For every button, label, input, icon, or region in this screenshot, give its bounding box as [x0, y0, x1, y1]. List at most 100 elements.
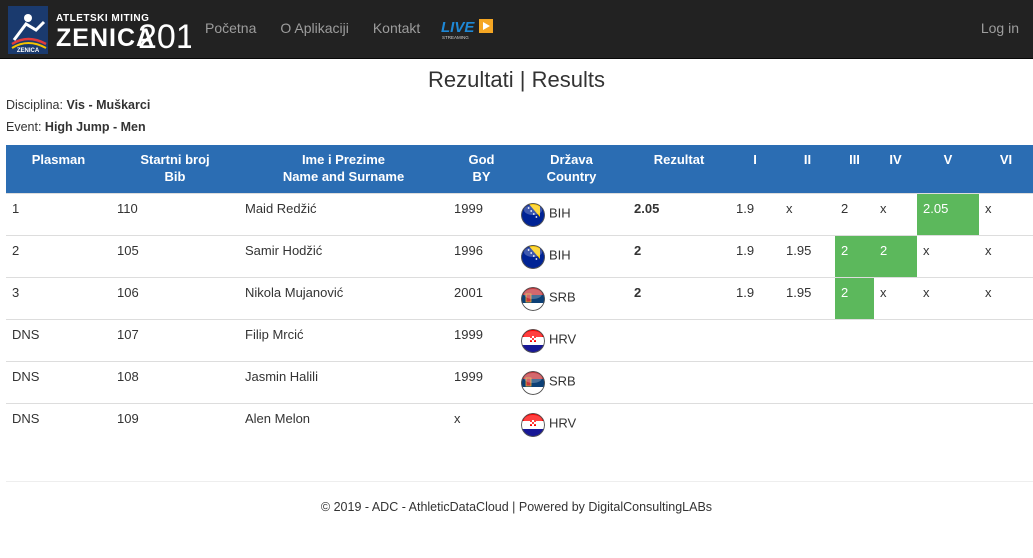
attempt-3-cell [835, 360, 874, 403]
navbar: ZENICA ATLETSKI MITING ZENICA 2019 Počet… [0, 0, 1033, 59]
place-cell-text: 3 [12, 284, 20, 300]
attempt-1-cell [730, 360, 780, 403]
event-line: Event: High Jump - Men [6, 120, 146, 134]
attempt-5-cell-text: x [923, 284, 930, 300]
header-sublabel: BY [472, 169, 491, 184]
attempt-3-cell: 2 [835, 234, 874, 277]
table-row: DNS 107 Filip Mrcić 1999 HRV [6, 318, 1033, 361]
country-cell: SRB [515, 276, 628, 319]
bib-cell-text: 105 [117, 242, 139, 258]
header-label: I [753, 152, 757, 167]
attempt-3-cell [835, 402, 874, 445]
header-label: IV [889, 152, 902, 167]
place-cell: DNS [6, 318, 111, 361]
header-label: VI [999, 152, 1013, 167]
country-cell: HRV [515, 402, 628, 445]
attempt-2-cell-text: 1.95 [786, 284, 812, 300]
place-cell-text: 1 [12, 200, 20, 216]
name-cell-text: Samir Hodžić [245, 242, 323, 258]
attempt-3-cell-text: 2 [841, 200, 849, 216]
header-sublabel: Bib [164, 169, 186, 184]
name-cell-text: Jasmin Halili [245, 368, 318, 384]
header-label: Ime i Prezime [301, 152, 386, 167]
country-cell: HRV [515, 318, 628, 361]
attempt-6-cell-text: x [985, 200, 992, 216]
attempt-6-cell [979, 402, 1033, 445]
country-code: BIH [549, 247, 571, 263]
header-year: God BY [448, 145, 515, 193]
hrv-flag-icon [521, 329, 545, 353]
nav-link-pocetna[interactable]: Početna [205, 20, 257, 36]
bib-cell-text: 106 [117, 284, 139, 300]
attempt-5-cell-text: x [923, 242, 930, 258]
table-row: 1 110 Maid Redžić 1999 BIH 2.05 1.9 x 2 x 2.05 x [6, 192, 1033, 235]
year-cell-text: 1999 [454, 200, 483, 216]
logo-line2: ZENICA [56, 24, 155, 52]
year-cell: 1996 [448, 234, 515, 277]
country-code: HRV [549, 415, 577, 431]
country-code: BIH [549, 205, 571, 221]
table-header-row: Plasman Startni broj Bib Ime i Prezime Name … [6, 145, 1033, 193]
attempt-6-cell-text: x [985, 242, 992, 258]
name-cell-text: Alen Melon [245, 410, 311, 426]
attempt-1-cell: 1.9 [730, 234, 780, 277]
attempt-6-cell-text: x [985, 284, 992, 300]
place-cell-text: DNS [12, 326, 40, 342]
nav-link-kontakt[interactable]: Kontakt [372, 20, 421, 36]
place-cell: 1 [6, 192, 111, 235]
name-cell: Alen Melon [239, 402, 448, 445]
year-cell: x [448, 402, 515, 445]
year-cell: 1999 [448, 318, 515, 361]
attempt-4-cell-text: x [880, 200, 887, 216]
attempt-6-cell [979, 360, 1033, 403]
attempt-5-cell [917, 360, 979, 403]
attempt-6-cell [979, 318, 1033, 361]
header-att-1: I [730, 145, 780, 193]
name-cell: Filip Mrcić [239, 318, 448, 361]
header-label: II [803, 152, 812, 167]
results-table: Plasman Startni broj Bib Ime i Prezime Name … [6, 145, 1033, 445]
login-link[interactable]: Log in [980, 20, 1019, 36]
bib-cell-text: 108 [117, 368, 139, 384]
country-cell: SRB [515, 360, 628, 403]
place-cell-text: DNS [12, 410, 40, 426]
attempt-6-cell: x [979, 234, 1033, 277]
attempt-2-cell: x [780, 192, 835, 235]
page-title: Rezultati | Results [428, 67, 605, 92]
table-body: 1 110 Maid Redžić 1999 BIH 2.05 1.9 x 2 x 2.05 x 2 10… [6, 192, 1033, 445]
result-cell-text: 2.05 [634, 200, 660, 216]
discipline-line: Disciplina: Vis - Muškarci [6, 98, 150, 112]
attempt-1-cell: 1.9 [730, 192, 780, 235]
attempt-5-cell: 2.05 [917, 192, 979, 235]
attempt-2-cell: 1.95 [780, 234, 835, 277]
year-cell-text: x [454, 410, 461, 426]
srb-flag-icon [521, 287, 545, 311]
live-streaming-badge[interactable]: LIVE STREAMING [439, 16, 495, 40]
logo-year: 2019 [138, 18, 191, 56]
attempt-4-cell: 2 [874, 234, 917, 277]
nav-links: Početna O Aplikaciji Kontakt [195, 0, 432, 59]
header-att-2: II [780, 145, 835, 193]
attempt-4-cell-text: 2 [880, 242, 888, 258]
attempt-2-cell-text: x [786, 200, 793, 216]
name-cell: Jasmin Halili [239, 360, 448, 403]
bib-cell: 108 [111, 360, 239, 403]
header-att-6: VI [979, 145, 1033, 193]
header-att-5: V [917, 145, 979, 193]
bih-flag-icon [521, 245, 545, 269]
attempt-6-cell: x [979, 192, 1033, 235]
place-cell-text: 2 [12, 242, 20, 258]
result-cell-text: 2 [634, 284, 642, 300]
place-cell: DNS [6, 360, 111, 403]
attempt-4-cell [874, 318, 917, 361]
attempt-2-cell: 1.95 [780, 276, 835, 319]
nav-link-o-aplikaciji[interactable]: O Aplikaciji [280, 20, 349, 36]
meeting-logo[interactable]: ZENICA ATLETSKI MITING ZENICA 2019 [6, 4, 191, 56]
table-row: DNS 108 Jasmin Halili 1999 SRB [6, 360, 1033, 403]
header-label: III [849, 152, 860, 167]
attempt-4-cell: x [874, 276, 917, 319]
hrv-flag-icon [521, 413, 545, 438]
bib-cell-text: 107 [117, 326, 139, 342]
year-cell: 2001 [448, 276, 515, 319]
place-cell: 2 [6, 234, 111, 277]
